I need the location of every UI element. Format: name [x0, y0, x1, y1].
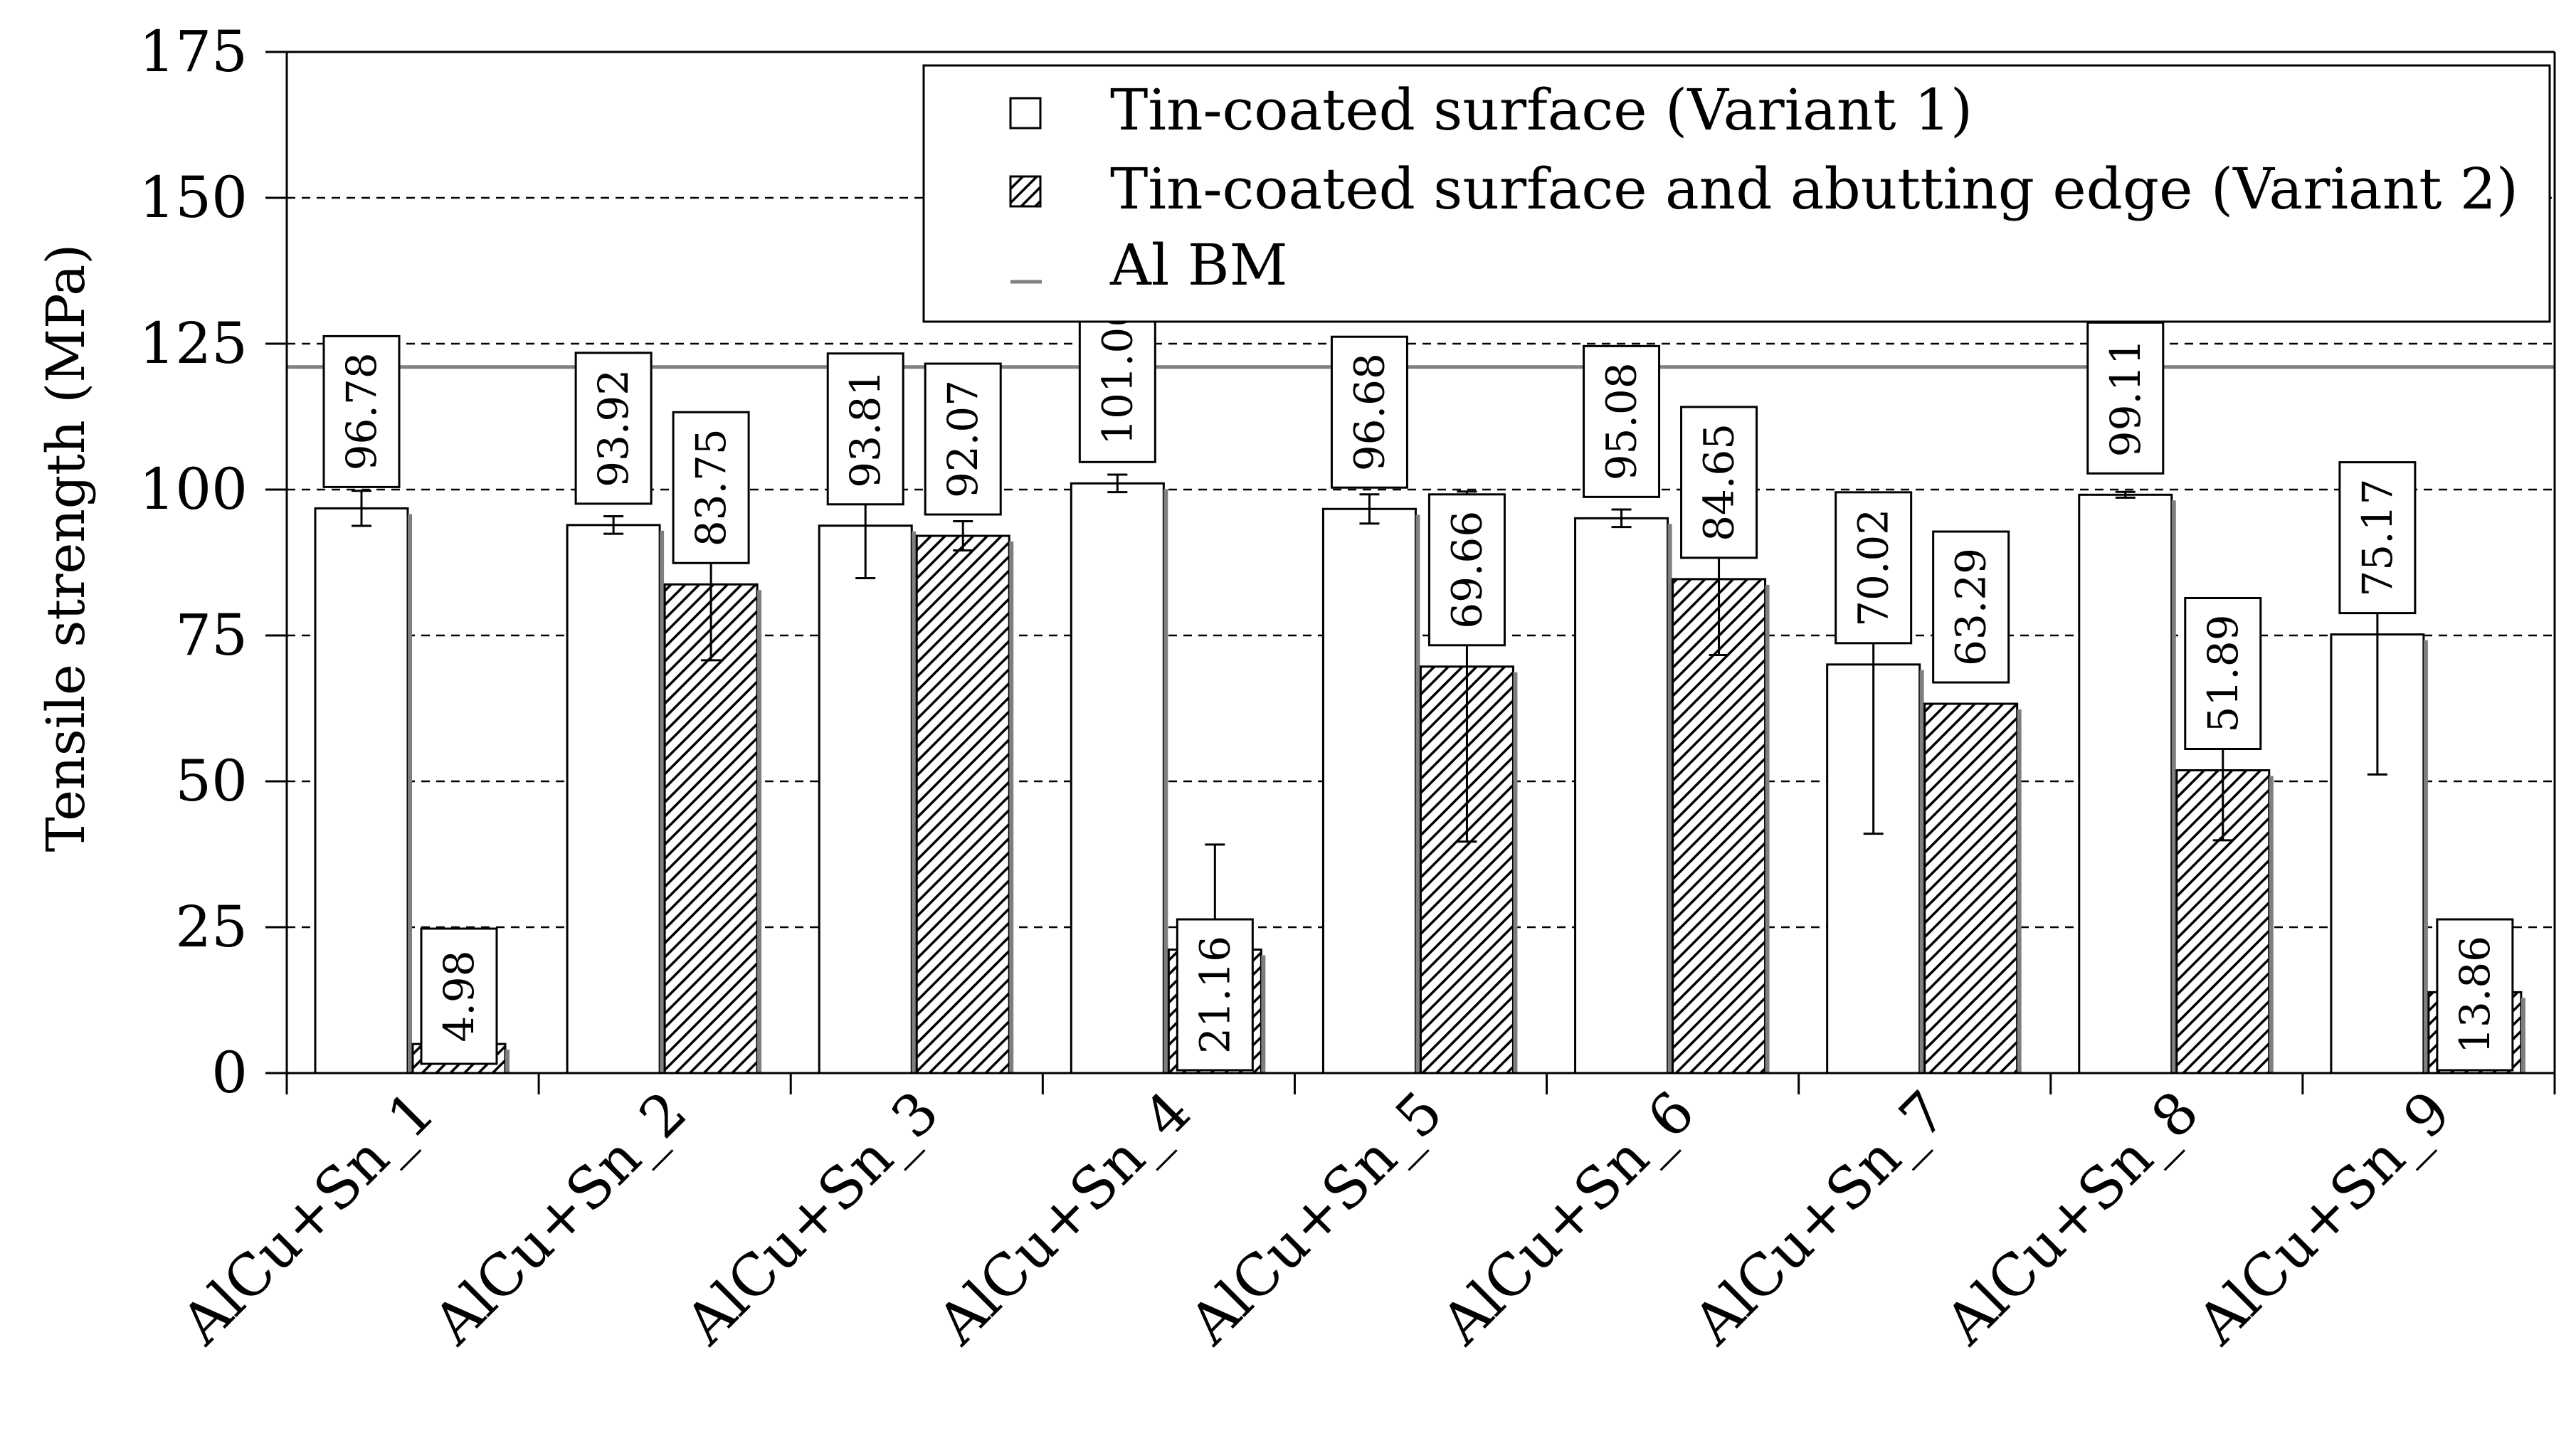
bar-shadow-variant-1-8: [2171, 500, 2176, 1073]
bar-shadow-variant-2-2: [757, 590, 762, 1073]
y-tick-label-0: 0: [211, 1040, 248, 1106]
bar-shadow-variant-2-9: [2520, 998, 2525, 1073]
data-label-variant-2-3: 92.07: [939, 380, 987, 498]
x-tick-label-4: AlCu+Sn_4: [924, 1079, 1203, 1358]
y-tick-label-125: 125: [139, 310, 248, 376]
data-label-variant-1-3: 93.81: [841, 370, 890, 488]
y-tick-label-75: 75: [175, 602, 248, 668]
bar-shadow-variant-2-3: [1009, 542, 1014, 1073]
data-label-variant-1-2: 93.92: [589, 369, 638, 487]
legend-box: [922, 64, 2551, 323]
legend-label-variant-2: Tin-coated surface and abutting edge (Va…: [1110, 156, 2518, 222]
bar-shadow-variant-1-3: [912, 531, 917, 1073]
legend-swatch-variant-1: [1009, 97, 1042, 130]
data-label-variant-2-5: 69.66: [1442, 511, 1491, 629]
data-label-box-variant-1-7: [1835, 491, 1913, 645]
bar-variant-1-4: [1070, 482, 1165, 1074]
data-label-box-variant-2-2: [672, 411, 750, 564]
data-label-box-variant-2-4: [1176, 918, 1254, 1072]
bar-shadow-variant-1-4: [1163, 489, 1168, 1073]
y-tick-label-175: 175: [139, 19, 248, 85]
bar-variant-1-2: [566, 524, 661, 1074]
bar-variant-2-3: [915, 534, 1010, 1074]
x-tick-label-6: AlCu+Sn_6: [1428, 1079, 1707, 1358]
bar-variant-1-8: [2078, 493, 2173, 1074]
data-label-variant-2-9: 13.86: [2451, 936, 2499, 1054]
data-label-variant-2-2: 83.75: [687, 428, 735, 546]
bar-shadow-variant-1-5: [1415, 514, 1420, 1073]
bar-variant-1-1: [314, 507, 409, 1074]
bar-shadow-variant-2-6: [1765, 584, 1770, 1073]
data-label-box-variant-2-3: [924, 362, 1002, 516]
data-label-box-variant-1-6: [1583, 344, 1661, 498]
data-label-box-variant-1-2: [574, 352, 653, 505]
bars: 96.78 4.98 93.92 83.75 93.81 92.07 101.06 21.16…: [314, 282, 2525, 1074]
data-label-box-variant-1-9: [2338, 461, 2417, 615]
y-axis-label: Tensile strength (MPa): [36, 244, 97, 852]
data-label-variant-1-5: 96.68: [1345, 353, 1393, 471]
bar-shadow-variant-1-6: [1667, 524, 1672, 1073]
data-label-box-variant-1-5: [1330, 335, 1408, 489]
data-label-variant-2-8: 51.89: [2199, 614, 2247, 732]
data-label-variant-1-8: 99.11: [2101, 339, 2150, 457]
bar-shadow-variant-1-7: [1919, 670, 1924, 1073]
legend-label-al-bm: Al BM: [1109, 232, 1288, 298]
bar-variant-1-5: [1321, 507, 1417, 1074]
x-tick-label-5: AlCu+Sn_5: [1176, 1079, 1455, 1358]
y-tick-label-100: 100: [139, 456, 248, 522]
bar-shadow-variant-2-5: [1513, 672, 1518, 1073]
legend: Tin-coated surface (Variant 1) Tin-coate…: [922, 64, 2551, 323]
bar-variant-1-3: [818, 524, 913, 1074]
bar-shadow-variant-2-1: [505, 1050, 510, 1073]
bar-shadow-variant-1-2: [660, 530, 665, 1073]
bar-shadow-variant-2-7: [2017, 709, 2022, 1073]
data-label-box-variant-2-1: [420, 927, 498, 1065]
data-label-variant-2-7: 63.29: [1947, 548, 1995, 666]
x-tick-label-7: AlCu+Sn_7: [1680, 1079, 1959, 1358]
data-label-variant-1-7: 70.02: [1849, 509, 1898, 627]
data-label-box-variant-2-7: [1932, 530, 2010, 684]
x-tick-label-3: AlCu+Sn_3: [672, 1079, 951, 1358]
data-label-box-variant-2-9: [2436, 918, 2514, 1072]
legend-label-variant-1: Tin-coated surface (Variant 1): [1110, 77, 1973, 143]
bar-variant-2-2: [663, 583, 759, 1074]
bar-shadow-variant-2-8: [2269, 776, 2274, 1073]
data-label-variant-1-9: 75.17: [2353, 479, 2402, 597]
bar-shadow-variant-2-4: [1261, 955, 1266, 1073]
bar-variant-1-6: [1574, 517, 1669, 1074]
data-label-variant-2-6: 84.65: [1695, 423, 1743, 542]
x-tick-label-8: AlCu+Sn_8: [1932, 1079, 2211, 1358]
data-label-box-variant-1-3: [826, 352, 904, 506]
bar-shadow-variant-1-1: [408, 514, 412, 1073]
data-label-variant-1-6: 95.08: [1598, 362, 1646, 480]
x-tick-label-2: AlCu+Sn_2: [421, 1079, 700, 1358]
x-tick-label-1: AlCu+Sn_1: [168, 1079, 447, 1358]
data-label-box-variant-2-6: [1680, 406, 1758, 559]
y-tick-label-150: 150: [139, 164, 248, 231]
data-label-variant-1-4: 101.06: [1093, 301, 1141, 445]
y-tick-label-50: 50: [175, 748, 248, 814]
data-label-variant-1-1: 96.78: [337, 352, 386, 470]
data-label-box-variant-2-5: [1427, 493, 1506, 647]
data-label-variant-2-1: 4.98: [435, 950, 483, 1042]
data-label-box-variant-1-1: [322, 334, 401, 488]
y-tick-label-25: 25: [175, 894, 248, 960]
data-label-variant-2-4: 21.16: [1191, 936, 1239, 1054]
x-tick-label-9: AlCu+Sn_9: [2184, 1079, 2463, 1358]
legend-swatch-variant-2: [1009, 175, 1042, 208]
data-label-box-variant-2-8: [2184, 597, 2262, 751]
bar-shadow-variant-1-9: [2423, 640, 2428, 1073]
bar-variant-2-7: [1923, 702, 2019, 1074]
